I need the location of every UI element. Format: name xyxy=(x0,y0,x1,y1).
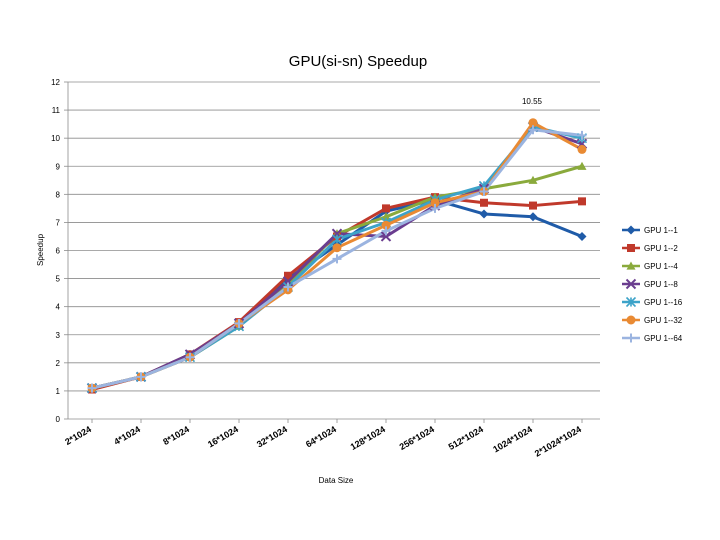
x-tick-label: 512*1024 xyxy=(447,424,485,452)
data-point-7 xyxy=(381,226,391,236)
y-tick-label: 2 xyxy=(56,359,61,368)
y-tick-label: 11 xyxy=(52,106,61,115)
legend-label: GPU 1--16 xyxy=(644,298,683,307)
data-point-2 xyxy=(382,204,390,213)
data-point-legend-2 xyxy=(627,244,635,252)
series-markers xyxy=(86,118,588,394)
legend-label: GPU 1--8 xyxy=(644,280,678,289)
y-tick-label: 5 xyxy=(56,275,61,284)
data-point-2 xyxy=(480,198,488,207)
legend-label: GPU 1--4 xyxy=(644,262,678,271)
data-point-legend-5 xyxy=(625,296,637,308)
series-line-1 xyxy=(91,198,583,390)
legend: GPU 1--1 GPU 1--2 GPU 1--4 GPU 1--8 GPU 1--1… xyxy=(622,225,683,343)
data-point-3 xyxy=(528,175,538,184)
legend-label: GPU 1--2 xyxy=(644,244,678,253)
x-tick-label: 32*1024 xyxy=(255,424,289,449)
x-tick-label: 2*1024 xyxy=(63,424,93,447)
data-point-6 xyxy=(577,144,587,154)
y-tick-label: 8 xyxy=(56,190,61,199)
data-point-7 xyxy=(136,372,146,382)
data-point-7 xyxy=(577,130,587,140)
chart-title: GPU(si-sn) Speedup xyxy=(289,53,427,70)
data-point-1 xyxy=(577,231,587,241)
x-axis-label: Data Size xyxy=(319,476,354,485)
y-axis-label: Speedup xyxy=(36,233,45,266)
data-point-legend-7 xyxy=(626,333,636,343)
y-tick-label: 0 xyxy=(56,415,61,424)
data-point-6 xyxy=(332,243,342,253)
series-line-3 xyxy=(91,164,583,390)
x-tick-label: 1024*1024 xyxy=(491,424,534,454)
x-tick-label: 2*1024*1024 xyxy=(533,424,583,459)
x-tick-label: 16*1024 xyxy=(206,424,240,449)
data-point-3 xyxy=(577,161,587,170)
data-point-6 xyxy=(430,198,440,208)
x-tick-label: 64*1024 xyxy=(304,424,338,449)
data-point-3 xyxy=(381,212,391,221)
x-tick-labels: 2*1024 4*1024 8*1024 16*1024 32*1024 64*1024 1… xyxy=(63,424,583,459)
data-point-1 xyxy=(528,212,538,222)
legend-label: GPU 1--32 xyxy=(644,316,683,325)
x-tick-label: 128*1024 xyxy=(349,424,387,452)
y-tick-label: 10 xyxy=(51,134,60,143)
data-point-legend-6 xyxy=(626,315,636,325)
peak-value-annotation: 10.55 xyxy=(522,97,543,106)
data-point-6 xyxy=(528,118,538,128)
legend-label: GPU 1--1 xyxy=(644,226,678,235)
legend-label: GPU 1--64 xyxy=(644,334,683,343)
data-point-2 xyxy=(529,201,537,210)
x-tick-label: 256*1024 xyxy=(398,424,436,452)
y-tick-label: 3 xyxy=(56,331,61,340)
data-point-7 xyxy=(332,254,342,264)
data-point-7 xyxy=(87,383,97,393)
data-point-7 xyxy=(430,203,440,213)
y-tick-label: 7 xyxy=(56,218,61,227)
y-tick-label: 9 xyxy=(56,162,61,171)
data-point-7 xyxy=(234,319,244,329)
data-point-7 xyxy=(528,125,538,135)
axes xyxy=(64,81,600,423)
data-point-7 xyxy=(185,352,195,362)
data-point-2 xyxy=(284,271,292,280)
data-point-7 xyxy=(479,187,489,197)
y-tick-label: 12 xyxy=(51,78,60,87)
data-point-6 xyxy=(381,220,391,230)
x-tick-label: 8*1024 xyxy=(161,424,191,447)
data-point-5 xyxy=(331,234,343,245)
data-point-4 xyxy=(380,231,392,242)
y-tick-label: 4 xyxy=(56,303,61,312)
y-tick-label: 1 xyxy=(56,387,61,396)
series-line-2 xyxy=(91,195,583,391)
data-point-legend-3 xyxy=(626,261,636,270)
data-point-legend-4 xyxy=(625,278,637,290)
data-point-2 xyxy=(578,197,586,206)
y-tick-label: 6 xyxy=(56,247,61,256)
x-tick-label: 4*1024 xyxy=(112,424,142,447)
data-point-1 xyxy=(479,209,489,219)
data-point-7 xyxy=(283,282,293,292)
data-point-legend-1 xyxy=(626,225,636,235)
